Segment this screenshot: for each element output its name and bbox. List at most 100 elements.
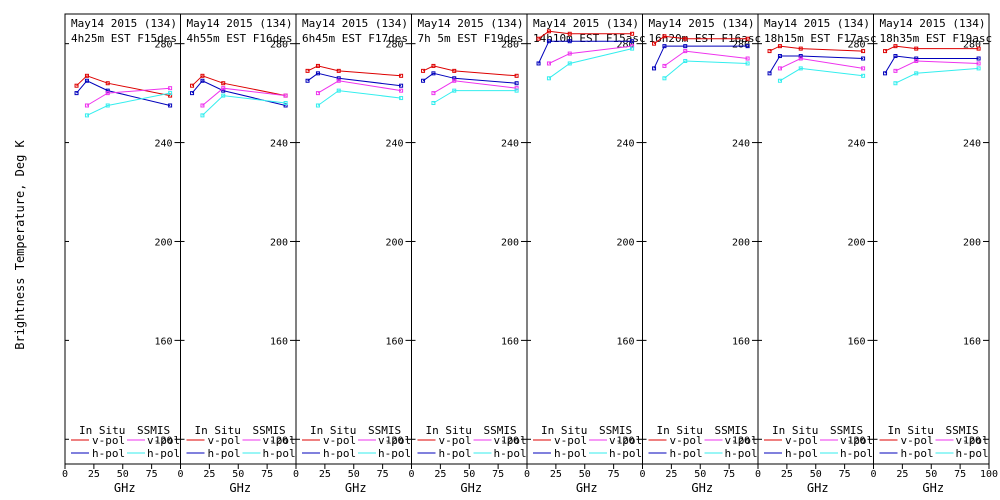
legend-in-situ-heading: In Situ [541,424,587,437]
data-point-ssmis_v [546,61,551,66]
data-point-ssmis_v [861,66,866,71]
data-point-ssmis_h [914,71,919,76]
y-tick-label: 120 [732,435,750,446]
series-line-ssmis_h [779,67,864,82]
y-tick-label: 160 [154,336,172,347]
series-line-in_situ_h [653,45,748,69]
data-point-in_situ_h [861,56,866,61]
x-tick-label: 50 [348,469,360,480]
legend-label-in_situ_h: h-pol [785,447,818,460]
x-tick-label: 0 [639,469,645,480]
y-tick-label: 160 [616,336,634,347]
y-tick-label: 160 [732,336,750,347]
data-point-in_situ_h [200,78,205,83]
data-point-in_situ_h [883,71,888,76]
x-tick-label: 25 [88,469,100,480]
y-tick-label: 240 [385,139,403,150]
x-axis-label: GHz [807,481,829,495]
y-tick-label: 200 [732,237,750,248]
data-point-in_situ_h [421,78,426,83]
data-point-in_situ_h [652,66,657,71]
x-tick-label: 25 [665,469,677,480]
y-tick-label: 120 [501,435,519,446]
legend-ssmis-heading: SSMIS [368,424,401,437]
legend-label-in_situ_v: v-pol [901,434,934,447]
data-point-in_situ_v [452,68,457,73]
data-point-ssmis_h [893,81,898,86]
legend-label-ssmis_h: h-pol [725,447,758,460]
y-tick-label: 200 [501,237,519,248]
series-line-in_situ_v [769,45,864,52]
legend-label-ssmis_h: h-pol [840,447,873,460]
series-line-in_situ_h [769,55,864,74]
data-point-in_situ_h [221,88,226,93]
data-point-in_situ_h [168,103,173,108]
data-point-ssmis_h [452,88,457,93]
y-axis-label: Brightness Temperature, Deg K [13,139,27,349]
data-point-ssmis_v [777,66,782,71]
panel-title-date: May14 2015 (134) [418,17,524,30]
data-point-in_situ_v [190,83,195,88]
legend-label-in_situ_v: v-pol [323,434,356,447]
data-point-ssmis_v [221,86,226,91]
legend-label-in_situ_v: v-pol [554,434,587,447]
x-tick-label: 25 [203,469,215,480]
data-point-in_situ_h [662,44,667,49]
data-point-ssmis_h [745,61,750,66]
x-axis-label: GHz [691,481,713,495]
data-point-ssmis_v [745,56,750,61]
legend-label-ssmis_v: v-pol [147,434,180,447]
legend-label-in_situ_v: v-pol [439,434,472,447]
data-point-in_situ_v [536,36,541,41]
data-point-in_situ_h [105,88,110,93]
legend-in-situ-heading: In Situ [657,424,703,437]
y-tick-label: 160 [501,336,519,347]
data-point-ssmis_v [283,93,288,98]
x-tick-label: 50 [232,469,244,480]
data-point-ssmis_v [567,51,572,56]
legend-label-ssmis_v: v-pol [840,434,873,447]
series-line-in_situ_v [422,65,517,77]
data-point-ssmis_v [452,78,457,83]
panel-title-date: May14 2015 (134) [880,17,986,30]
data-point-ssmis_h [168,91,173,96]
series-line-ssmis_h [86,92,171,116]
series-line-ssmis_h [202,95,286,116]
panel-title-date: May14 2015 (134) [533,17,639,30]
data-point-ssmis_h [861,73,866,78]
data-point-ssmis_h [798,66,803,71]
x-tick-label: 50 [579,469,591,480]
data-point-in_situ_v [315,63,320,68]
x-tick-label: 0 [870,469,876,480]
data-point-ssmis_v [200,103,205,108]
legend-label-ssmis_h: h-pol [378,447,411,460]
series-line-ssmis_v [86,87,171,106]
x-tick-label: 50 [810,469,822,480]
y-tick-label: 160 [847,336,865,347]
legend-label-in_situ_v: v-pol [208,434,241,447]
data-point-in_situ_h [536,61,541,66]
legend-label-in_situ_h: h-pol [554,447,587,460]
data-point-in_situ_h [546,39,551,44]
panel-title-date: May14 2015 (134) [764,17,870,30]
data-point-in_situ_v [431,63,436,68]
data-point-in_situ_h [914,56,919,61]
series-line-in_situ_h [422,72,517,84]
series-line-in_situ_h [307,72,402,87]
y-tick-label: 120 [616,435,634,446]
series-line-in_situ_v [76,75,171,97]
data-point-in_situ_v [546,29,551,34]
series-line-in_situ_v [884,45,979,52]
series-line-ssmis_h [895,67,979,84]
legend-label-in_situ_h: h-pol [323,447,356,460]
legend-label-in_situ_v: v-pol [670,434,703,447]
data-point-ssmis_v [431,91,436,96]
x-tick-label: 50 [694,469,706,480]
x-tick-label: 50 [117,469,129,480]
series-line-ssmis_v [779,57,864,69]
series-line-ssmis_v [895,60,979,72]
data-point-in_situ_v [421,68,426,73]
legend-in-situ-heading: In Situ [195,424,241,437]
series-line-ssmis_h [548,48,633,79]
